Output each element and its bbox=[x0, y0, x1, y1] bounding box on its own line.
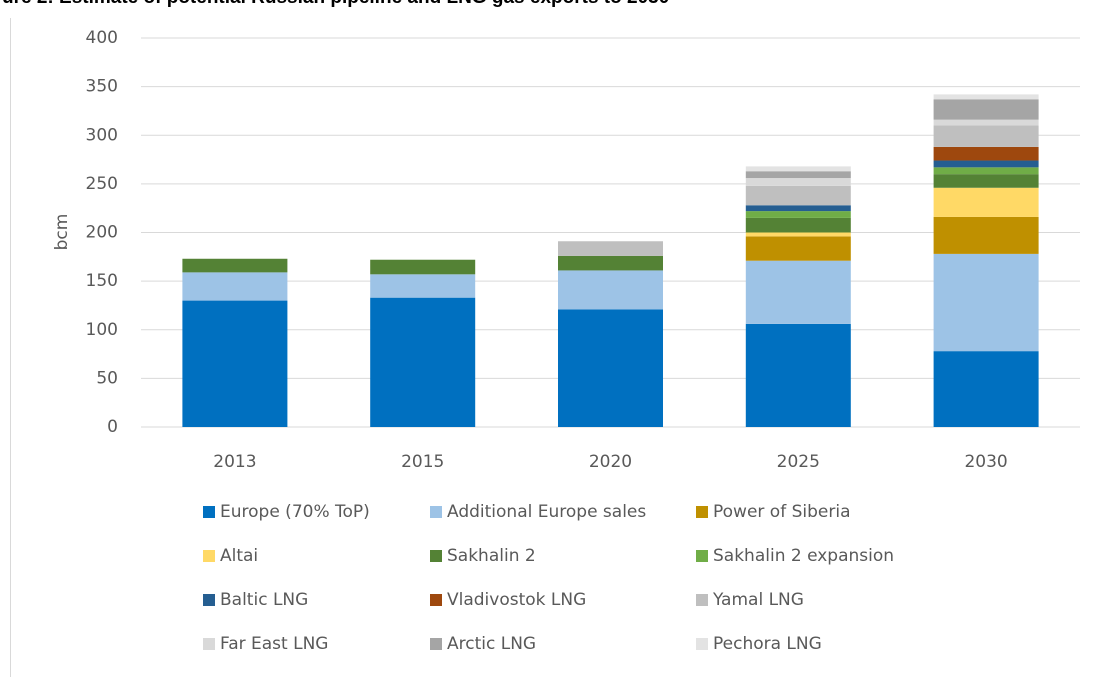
legend-swatch bbox=[696, 550, 708, 562]
legend-swatch bbox=[203, 594, 215, 606]
bar-segment bbox=[745, 323, 851, 427]
bar-segment bbox=[745, 236, 851, 261]
bar-segment bbox=[745, 178, 851, 186]
x-tick-label: 2013 bbox=[213, 452, 256, 472]
bar-segment bbox=[933, 94, 1039, 100]
chart-title: ure 2: Estimate of potential Russian pip… bbox=[2, 0, 669, 8]
legend-swatch bbox=[430, 550, 442, 562]
legend-label: Altai bbox=[220, 546, 258, 566]
bar-segment bbox=[933, 119, 1039, 126]
y-tick-label: 100 bbox=[86, 320, 118, 340]
legend-label: Far East LNG bbox=[220, 634, 328, 654]
legend-label: Vladivostok LNG bbox=[447, 590, 586, 610]
legend-label: Pechora LNG bbox=[713, 634, 822, 654]
x-tick-label: 2030 bbox=[964, 452, 1007, 472]
y-tick-label: 50 bbox=[96, 368, 118, 388]
x-tick-label: 2020 bbox=[589, 452, 632, 472]
bar-segment bbox=[745, 171, 851, 179]
legend-swatch bbox=[696, 638, 708, 650]
y-tick-label: 400 bbox=[86, 28, 118, 48]
y-tick-label: 150 bbox=[86, 271, 118, 291]
bar-segment bbox=[745, 232, 851, 237]
bar-segment bbox=[933, 187, 1039, 217]
bar-segment bbox=[745, 217, 851, 233]
bar-segment bbox=[745, 166, 851, 172]
bar-segment bbox=[745, 211, 851, 218]
legend-label: Power of Siberia bbox=[713, 502, 851, 522]
bar-segment bbox=[370, 259, 476, 275]
x-tick-label: 2015 bbox=[401, 452, 444, 472]
bar-segment bbox=[933, 146, 1039, 161]
bar-segment bbox=[558, 241, 663, 256]
y-tick-label: 300 bbox=[86, 125, 118, 145]
bar-segment bbox=[933, 99, 1039, 120]
bar-segment bbox=[933, 167, 1039, 175]
y-tick-label: 200 bbox=[86, 223, 118, 243]
y-tick-label: 350 bbox=[86, 77, 118, 97]
y-tick-label: 0 bbox=[107, 417, 118, 437]
legend-swatch bbox=[696, 594, 708, 606]
legend-label: Yamal LNG bbox=[712, 590, 804, 610]
bar-segment bbox=[745, 205, 851, 212]
bar-segment bbox=[370, 274, 476, 298]
bar-segment bbox=[933, 216, 1039, 254]
legend-swatch bbox=[430, 506, 442, 518]
bar-segment bbox=[745, 185, 851, 206]
bar-segment bbox=[182, 272, 288, 301]
y-tick-label: 250 bbox=[86, 174, 118, 194]
legend-swatch bbox=[430, 594, 442, 606]
legend-swatch bbox=[203, 506, 215, 518]
legend-label: Europe (70% ToP) bbox=[220, 502, 370, 522]
legend-swatch bbox=[203, 638, 215, 650]
legend-swatch bbox=[430, 638, 442, 650]
bar-segment bbox=[745, 260, 851, 324]
y-axis-label: bcm bbox=[52, 214, 72, 251]
legend-label: Sakhalin 2 expansion bbox=[713, 546, 894, 566]
bar-segment bbox=[370, 297, 476, 427]
legend-label: Additional Europe sales bbox=[447, 502, 646, 522]
bar-segment bbox=[933, 253, 1039, 352]
bar-segment bbox=[558, 270, 663, 310]
legend-label: Arctic LNG bbox=[447, 634, 536, 654]
legend-label: Baltic LNG bbox=[220, 590, 308, 610]
bar-segment bbox=[558, 255, 663, 271]
bar-segment bbox=[933, 174, 1039, 188]
legend-swatch bbox=[203, 550, 215, 562]
bar-segment bbox=[558, 309, 663, 427]
bar-segment bbox=[182, 300, 288, 427]
bar-segment bbox=[182, 258, 288, 273]
x-tick-label: 2025 bbox=[777, 452, 820, 472]
bar-segment bbox=[933, 351, 1039, 427]
legend-swatch bbox=[696, 506, 708, 518]
bar-segment bbox=[933, 125, 1039, 147]
legend-label: Sakhalin 2 bbox=[447, 546, 536, 566]
bar-segment bbox=[933, 160, 1039, 168]
